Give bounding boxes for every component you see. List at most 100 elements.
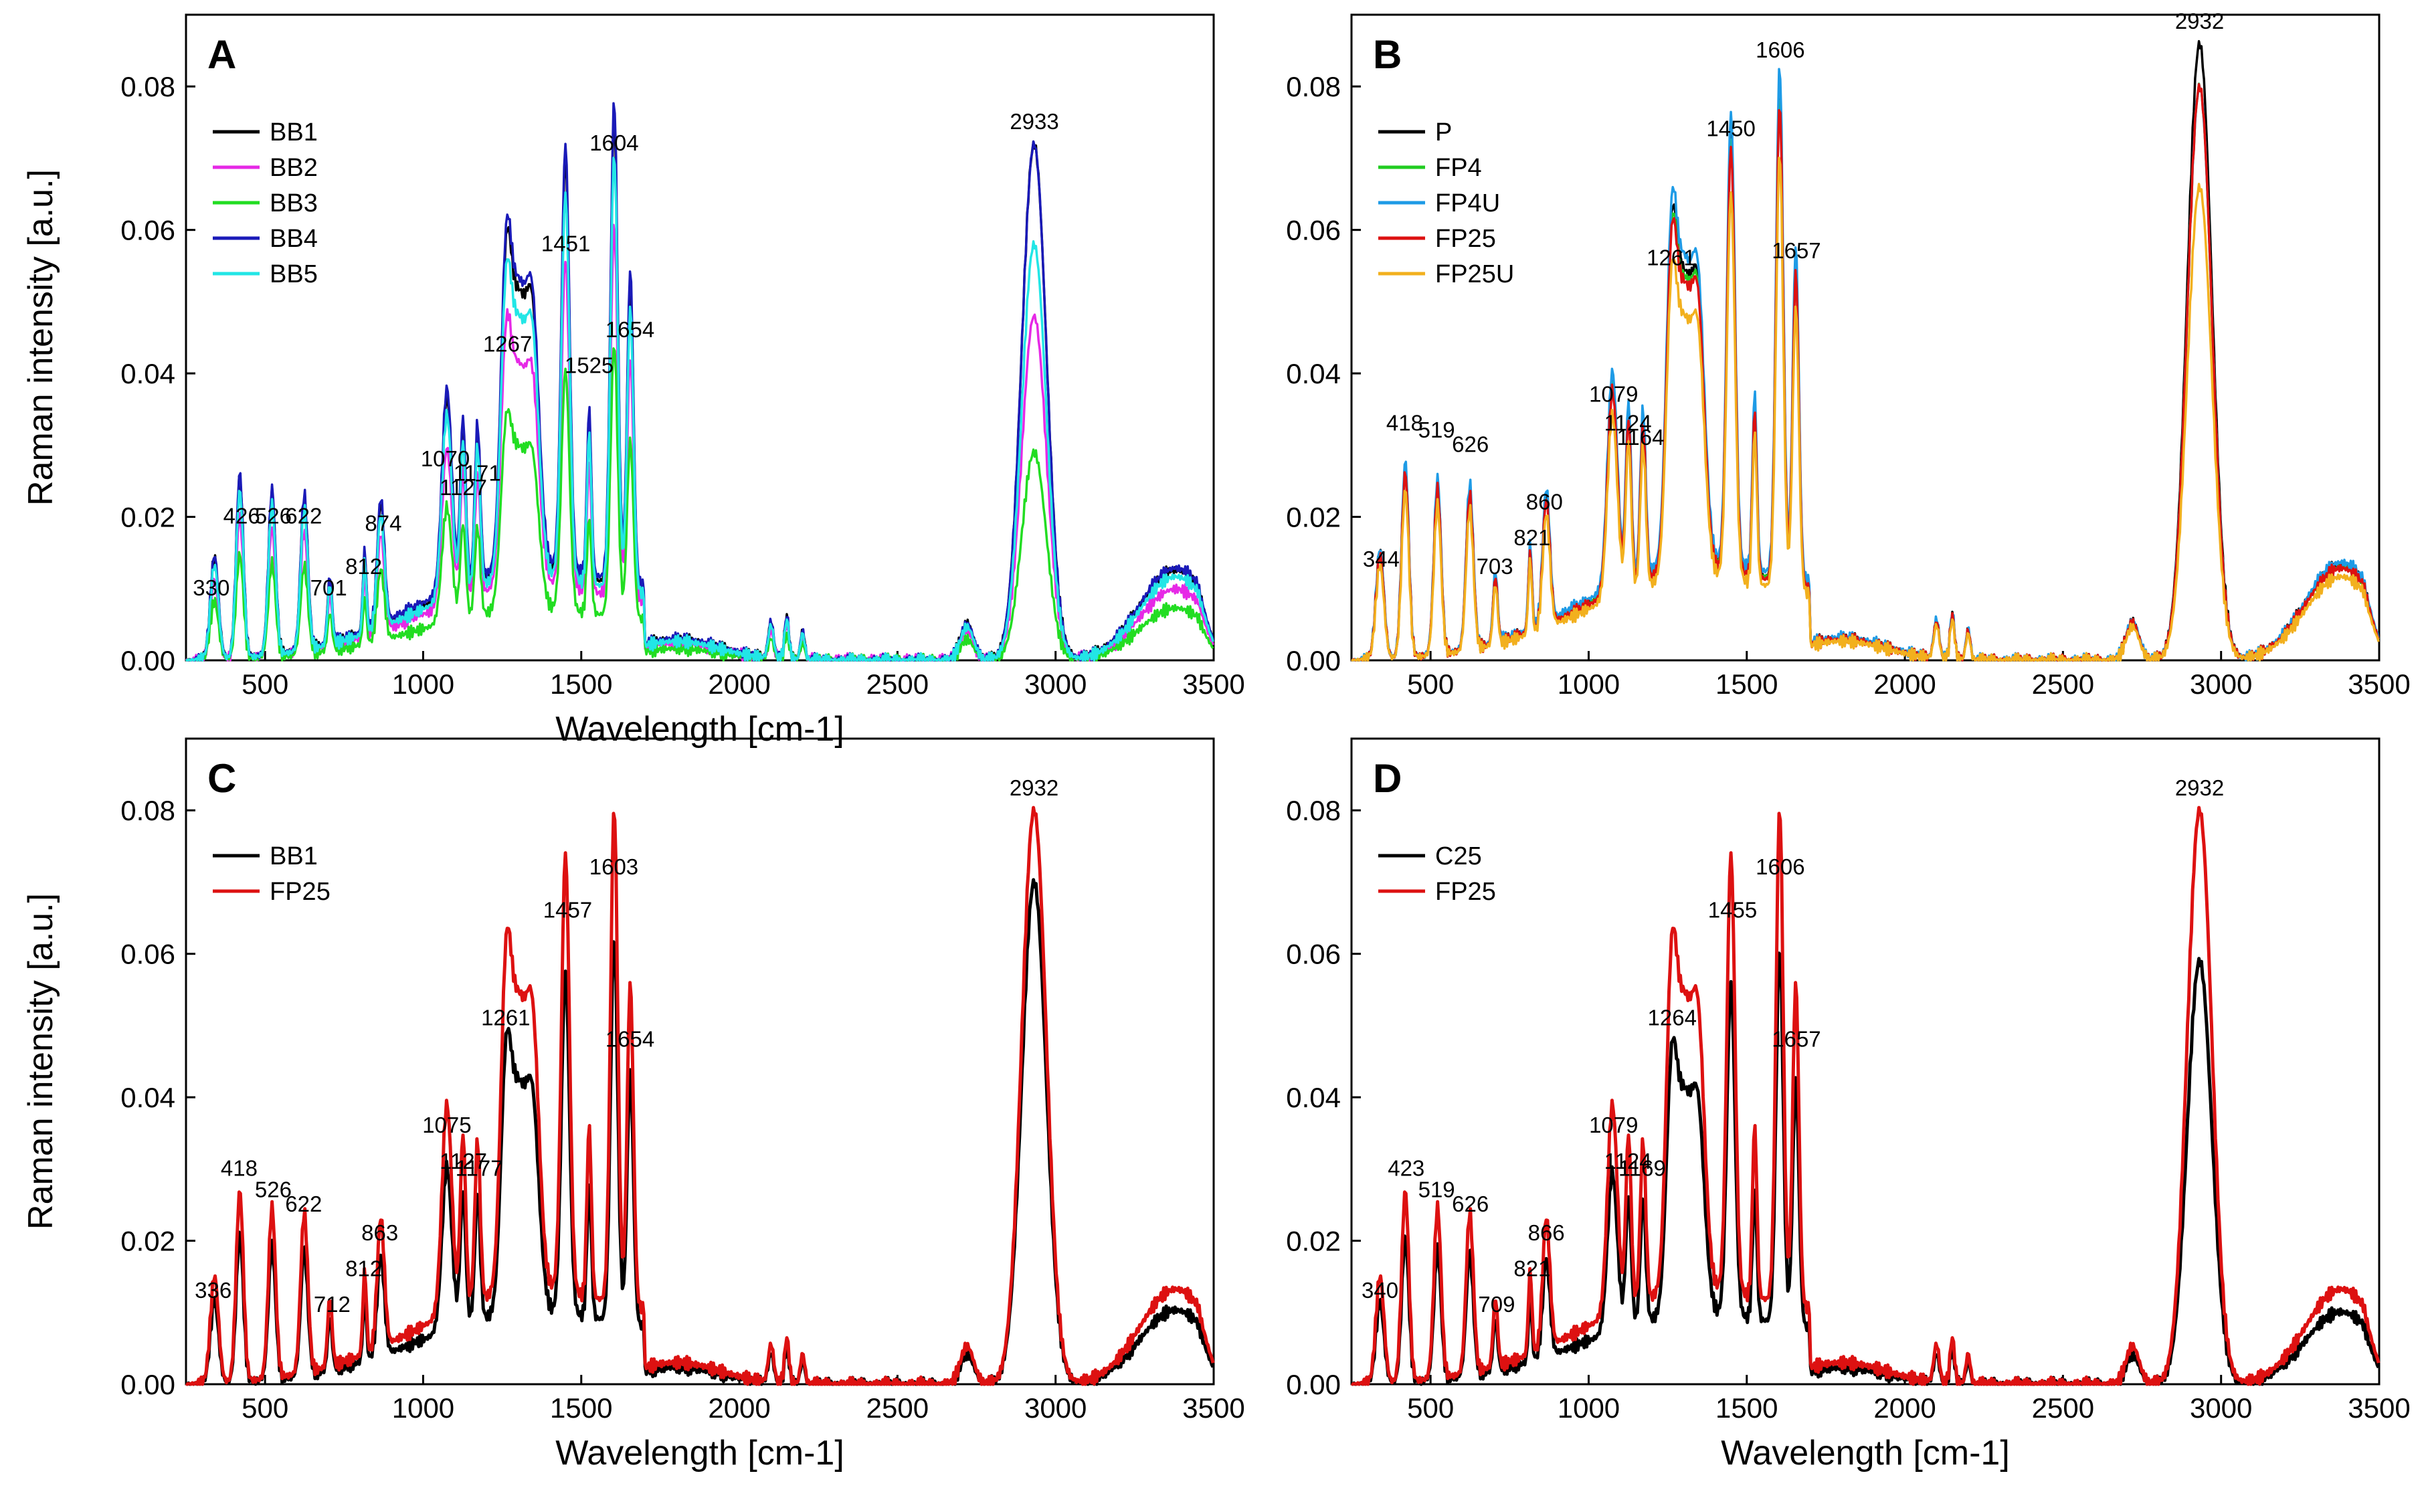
- x-axis-title: Wavelength [cm-1]: [1721, 1434, 2010, 1473]
- peak-label: 701: [310, 575, 347, 600]
- x-tick-label: 1000: [1558, 668, 1620, 700]
- peak-label: 1451: [541, 231, 590, 256]
- y-tick-label: 0.02: [1286, 1226, 1341, 1257]
- y-tick-label: 0.00: [120, 1369, 175, 1400]
- y-axis-title: Raman intensity [a.u.]: [21, 893, 60, 1230]
- peak-label: 418: [221, 1156, 258, 1181]
- y-tick-label: 0.08: [1286, 795, 1341, 826]
- x-tick-label: 3500: [2348, 668, 2410, 700]
- x-tick-label: 500: [1407, 668, 1454, 700]
- panel-letter: A: [207, 32, 236, 77]
- x-axis-title: Wavelength [cm-1]: [555, 1434, 844, 1473]
- peak-label: 1127: [440, 475, 487, 500]
- peak-label: 1606: [1756, 37, 1804, 62]
- peak-label: 866: [1528, 1220, 1565, 1245]
- x-tick-label: 2000: [708, 1392, 770, 1424]
- y-tick-label: 0.08: [1286, 71, 1341, 102]
- y-tick-label: 0.00: [1286, 1369, 1341, 1400]
- peak-label: 2933: [1010, 109, 1058, 134]
- legend-label-BB2: BB2: [270, 154, 318, 182]
- peak-label: 1124: [1604, 410, 1652, 435]
- panel-B: 500 1000 1500 2000 2500 3000 3500 0.00 0.02 0.04 0…: [1286, 9, 2410, 700]
- y-tick-label: 0.06: [120, 939, 175, 970]
- x-tick-label: 2500: [866, 668, 929, 700]
- peak-label: 812: [345, 554, 382, 579]
- plot-frame: [185, 13, 1215, 662]
- x-tick-label: 2500: [866, 1392, 929, 1424]
- legend-label-BB4: BB4: [270, 225, 318, 253]
- x-tick-label: 3500: [1182, 1392, 1244, 1424]
- peak-label: 709: [1478, 1292, 1515, 1317]
- peak-label: 1654: [605, 317, 654, 342]
- peak-label: 874: [365, 510, 401, 535]
- peak-label: 1455: [1708, 898, 1757, 923]
- legend-label-BB5: BB5: [270, 260, 318, 288]
- peak-label: 1127: [440, 1149, 487, 1173]
- panel-A: 500 1000 1500 2000 2500 3000 3500 0.00 0.02 0.04 0…: [21, 13, 1245, 749]
- peak-label: 1606: [1756, 854, 1804, 879]
- y-tick-label: 0.04: [1286, 358, 1341, 389]
- peak-label: 1171: [454, 460, 501, 485]
- peak-label: 1070: [421, 446, 470, 471]
- peak-label: 1261: [1647, 246, 1695, 270]
- peak-label: 626: [1452, 432, 1489, 457]
- peak-label: 344: [1363, 547, 1400, 571]
- peak-label: 1604: [589, 130, 638, 155]
- series-line-C25: [1350, 951, 2381, 1386]
- legend-label-BB1: BB1: [270, 842, 318, 870]
- x-tick-label: 1000: [1558, 1392, 1620, 1424]
- peak-label: 860: [1526, 489, 1563, 514]
- peak-label: 330: [193, 575, 229, 600]
- legend-label-FP25: FP25: [1435, 225, 1496, 253]
- y-tick-label: 0.06: [1286, 939, 1341, 970]
- legend-label-FP4U: FP4U: [1435, 189, 1500, 217]
- peak-label: 1075: [422, 1113, 471, 1137]
- peak-label: 1169: [1618, 1156, 1666, 1181]
- peak-label: 1164: [1616, 425, 1664, 450]
- x-tick-label: 2500: [2032, 1392, 2094, 1424]
- peak-label: 712: [314, 1292, 351, 1317]
- peak-label: 1525: [565, 353, 614, 378]
- y-tick-label: 0.06: [1286, 215, 1341, 246]
- x-tick-label: 1500: [1715, 1392, 1778, 1424]
- peak-label: 1450: [1706, 116, 1755, 141]
- y-tick-label: 0.02: [1286, 502, 1341, 533]
- legend-label-FP4: FP4: [1435, 154, 1482, 182]
- x-tick-label: 3000: [1024, 668, 1087, 700]
- peak-label: 336: [195, 1278, 231, 1303]
- peak-label: 821: [1513, 1256, 1550, 1281]
- y-tick-label: 0.04: [1286, 1082, 1341, 1113]
- y-tick-label: 0.04: [120, 358, 175, 389]
- x-tick-label: 3000: [2190, 668, 2252, 700]
- peak-label: 519: [1418, 1177, 1455, 1202]
- peak-label: 1124: [1604, 1149, 1652, 1173]
- peak-label: 1603: [589, 854, 638, 879]
- plot-frame: [1350, 737, 2381, 1386]
- y-tick-label: 0.02: [120, 1226, 175, 1257]
- peak-label: 703: [1477, 554, 1513, 579]
- series-line-BB1: [185, 878, 1215, 1386]
- x-tick-label: 500: [242, 1392, 288, 1424]
- peak-label: 1261: [481, 1005, 530, 1030]
- legend-label-FP25: FP25: [270, 878, 331, 906]
- peak-label: 340: [1362, 1278, 1398, 1303]
- panel-letter: D: [1373, 756, 1402, 801]
- x-tick-label: 2500: [2032, 668, 2094, 700]
- x-tick-label: 2000: [708, 668, 770, 700]
- peak-label: 622: [285, 1192, 322, 1216]
- peak-label: 1657: [1772, 238, 1821, 263]
- panel-C: 500 1000 1500 2000 2500 3000 3500 0.00 0.02 0.04 0…: [21, 737, 1245, 1473]
- legend-label-FP25U: FP25U: [1435, 260, 1514, 288]
- x-tick-label: 1000: [392, 668, 454, 700]
- peak-label: 2932: [2175, 9, 2224, 33]
- panel-D: 500 1000 1500 2000 2500 3000 3500 0.00 0.02 0.04 0…: [1286, 737, 2411, 1473]
- peak-label: 1657: [1772, 1027, 1821, 1052]
- peak-label: 626: [1452, 1192, 1489, 1216]
- peak-label: 821: [1513, 525, 1550, 550]
- x-axis-title: Wavelength [cm-1]: [555, 710, 844, 749]
- y-tick-label: 0.08: [120, 71, 175, 102]
- panel-letter: B: [1373, 32, 1402, 77]
- plot-frame: [185, 737, 1215, 1386]
- x-tick-label: 2000: [1873, 668, 1936, 700]
